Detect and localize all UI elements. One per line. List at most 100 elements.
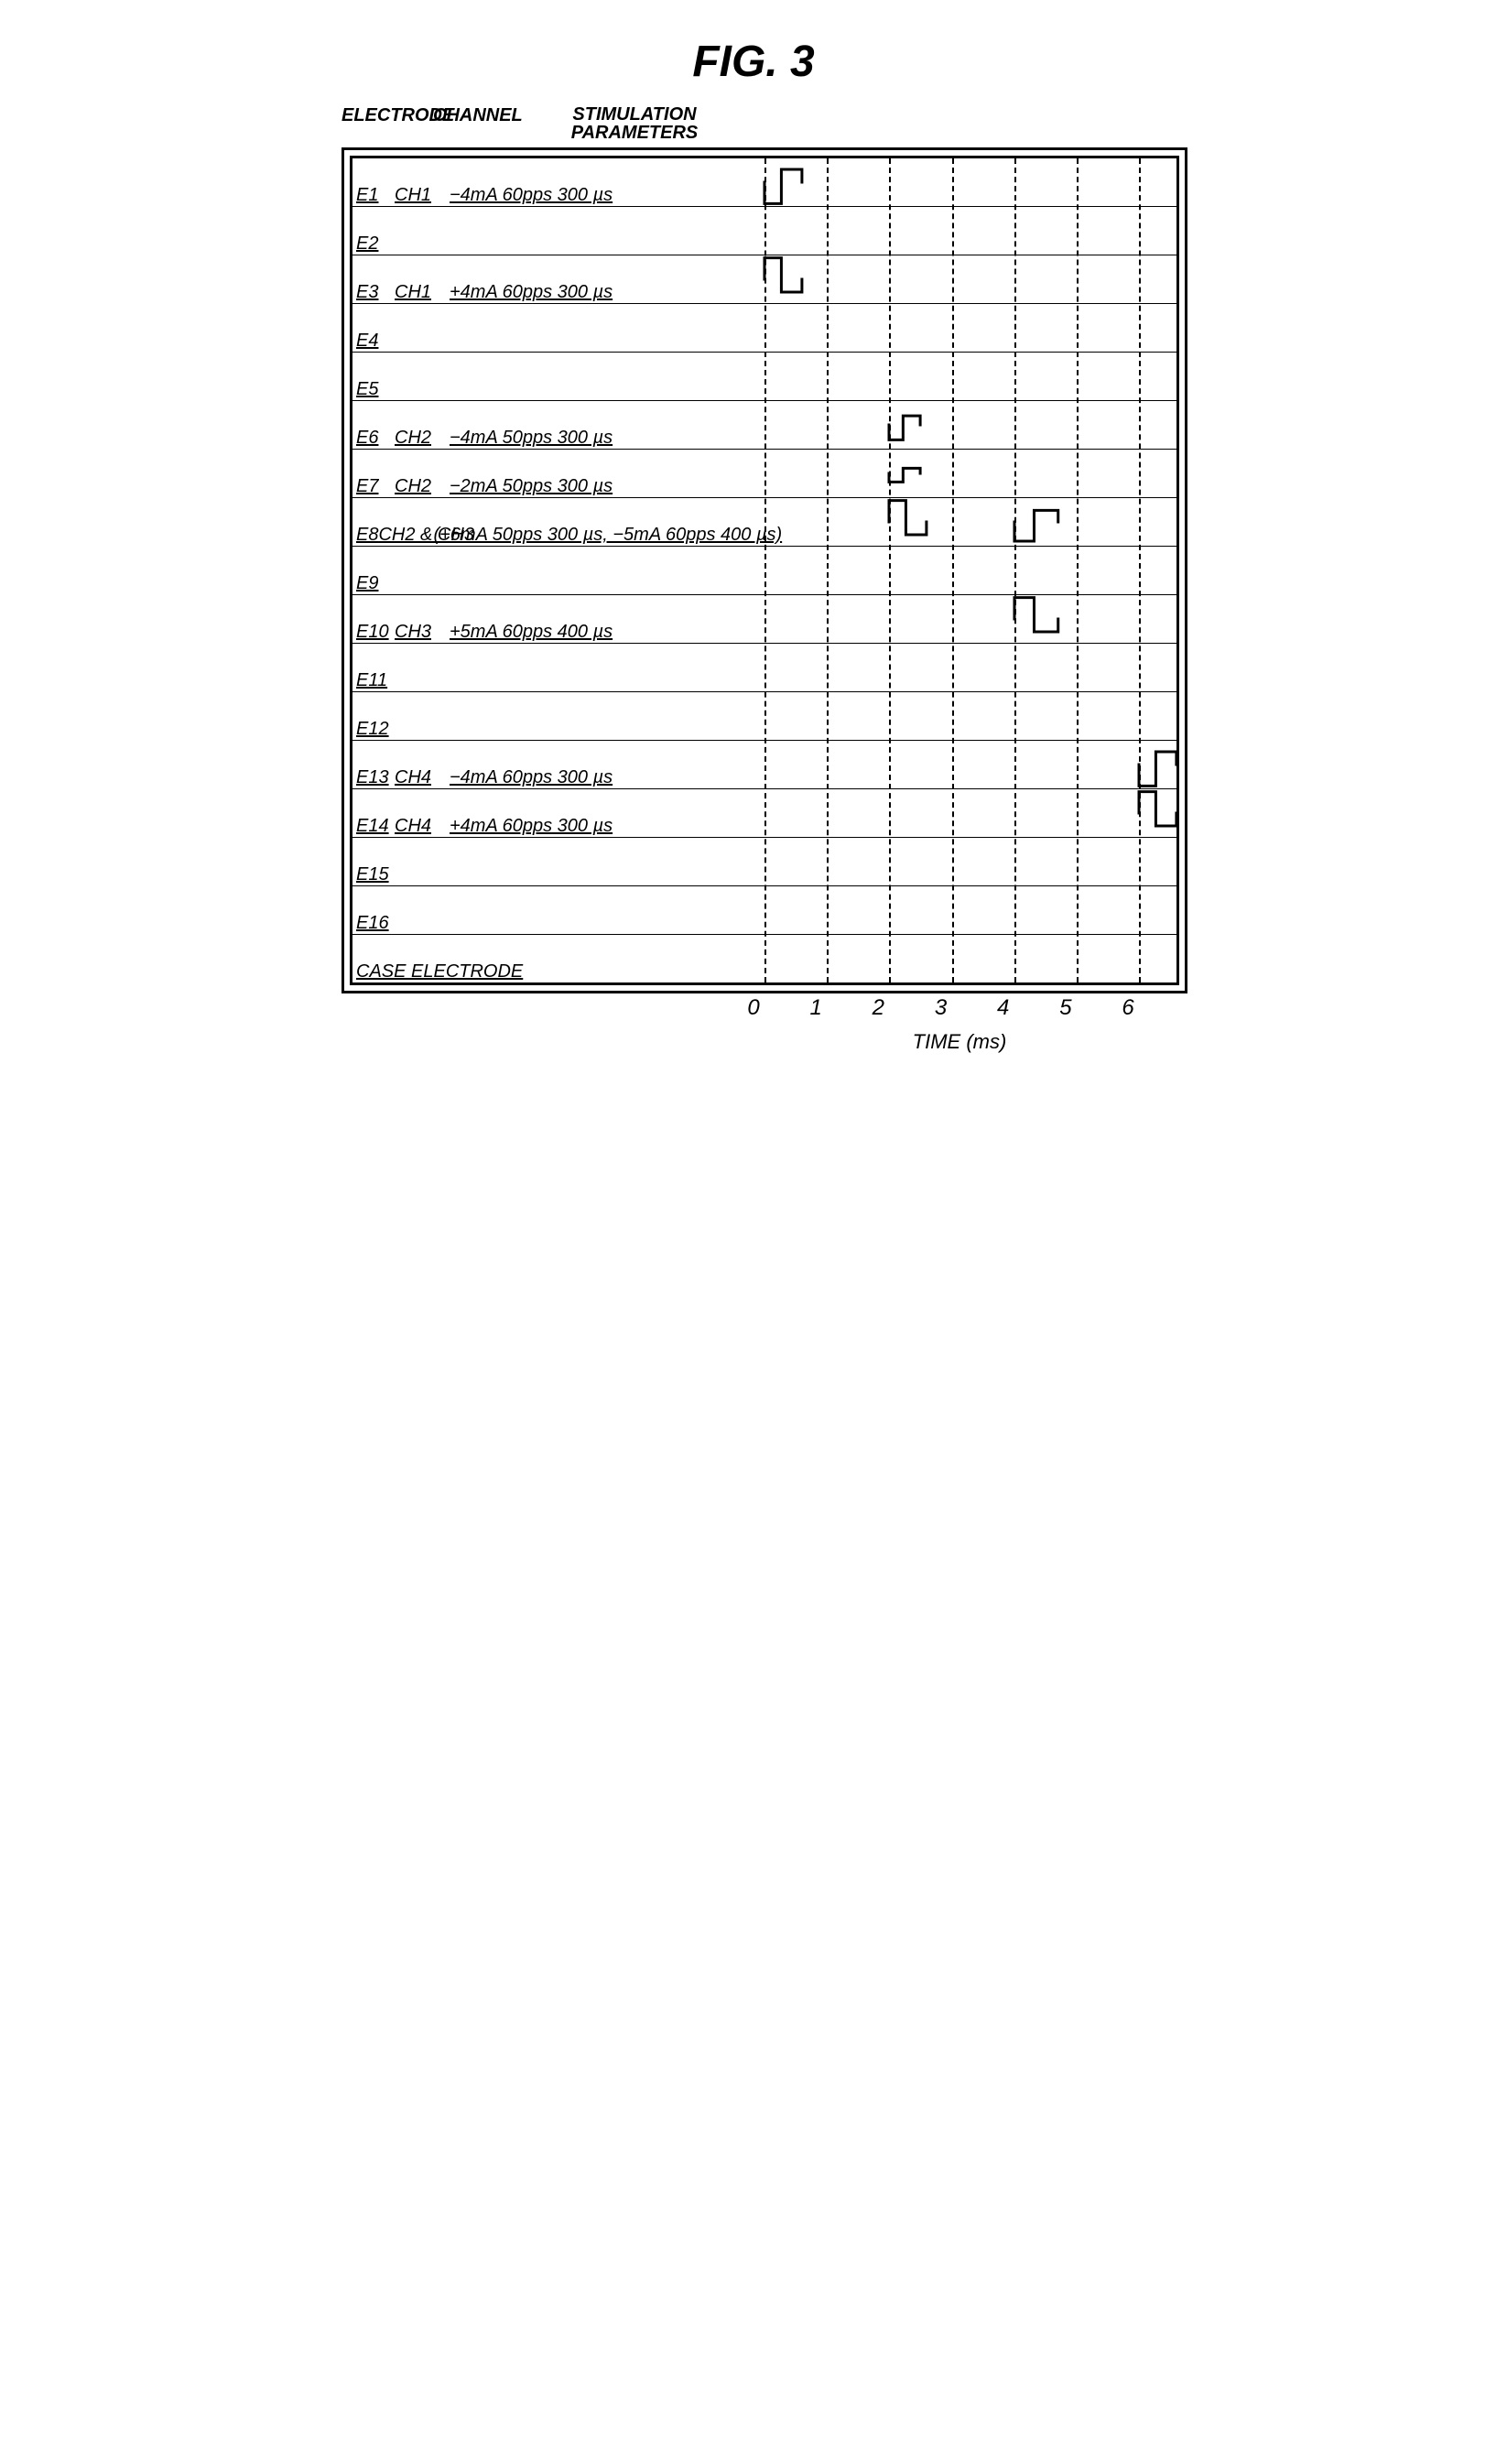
electrode-row: E11	[352, 644, 1176, 692]
electrode-label: E2	[356, 234, 395, 253]
pulse-glyph	[1139, 789, 1195, 837]
time-axis-label: TIME (ms)	[754, 1030, 1165, 1054]
pulse-glyph	[889, 401, 938, 449]
electrode-label: E15	[356, 865, 395, 884]
row-labels: E10CH3+5mA 60pps 400 µs	[352, 595, 764, 643]
electrode-row: E7CH2−2mA 50pps 300 µs	[352, 450, 1176, 498]
row-labels: E5	[352, 353, 764, 400]
pulse-glyph	[1014, 595, 1077, 643]
time-tick: 5	[1059, 995, 1071, 1021]
electrode-label: E1	[356, 186, 395, 204]
waveform-area	[764, 547, 1176, 594]
figure-container: FIG. 3 ELECTRODE CHANNEL STIMULATION PAR…	[342, 37, 1165, 1054]
channel-label: CH2 & CH3	[378, 526, 433, 544]
electrode-row: CASE ELECTRODE	[352, 935, 1176, 982]
parameters-label: −4mA 60pps 300 µs	[450, 186, 613, 204]
channel-label: CH3	[395, 623, 450, 641]
row-labels: CASE ELECTRODE	[352, 935, 764, 982]
electrode-label: E10	[356, 623, 395, 641]
header-parameters-line2: PARAMETERS	[515, 124, 754, 142]
waveform-area	[764, 886, 1176, 934]
pulse-glyph	[889, 450, 938, 497]
electrode-label: E12	[356, 720, 395, 738]
electrode-label: E8	[356, 526, 378, 544]
waveform-area	[764, 304, 1176, 352]
row-labels: E6CH2−4mA 50pps 300 µs	[352, 401, 764, 449]
parameters-label: (+6mA 50pps 300 µs, −5mA 60pps 400 µs)	[433, 526, 782, 544]
pulse-glyph	[1139, 741, 1195, 788]
waveform-area	[764, 450, 1176, 497]
waveform-area	[764, 838, 1176, 885]
electrode-label: E7	[356, 477, 395, 495]
chart-outer-border: E1CH1−4mA 60pps 300 µsE2E3CH1+4mA 60pps …	[342, 147, 1187, 993]
header-electrode: ELECTRODE	[342, 105, 433, 142]
column-headers: ELECTRODE CHANNEL STIMULATION PARAMETERS	[342, 105, 1165, 142]
electrode-row: E1CH1−4mA 60pps 300 µs	[352, 158, 1176, 207]
row-labels: E9	[352, 547, 764, 594]
row-labels: E15	[352, 838, 764, 885]
row-labels: E14CH4+4mA 60pps 300 µs	[352, 789, 764, 837]
waveform-area	[764, 498, 1176, 546]
waveform-area	[764, 353, 1176, 400]
parameters-label: +4mA 60pps 300 µs	[450, 283, 613, 301]
electrode-label: CASE ELECTRODE	[356, 962, 523, 981]
channel-label: CH4	[395, 817, 450, 835]
timing-chart: E1CH1−4mA 60pps 300 µsE2E3CH1+4mA 60pps …	[350, 156, 1179, 985]
electrode-row: E13CH4−4mA 60pps 300 µs	[352, 741, 1176, 789]
waveform-area	[764, 741, 1176, 788]
electrode-row: E9	[352, 547, 1176, 595]
waveform-area	[764, 401, 1176, 449]
electrode-label: E13	[356, 768, 395, 787]
time-tick: 4	[997, 995, 1009, 1021]
figure-title: FIG. 3	[342, 37, 1165, 87]
channel-label: CH2	[395, 429, 450, 447]
electrode-label: E3	[356, 283, 395, 301]
electrode-label: E6	[356, 429, 395, 447]
electrode-row: E10CH3+5mA 60pps 400 µs	[352, 595, 1176, 644]
channel-label: CH1	[395, 283, 450, 301]
electrode-row: E12	[352, 692, 1176, 741]
row-labels: E16	[352, 886, 764, 934]
electrode-label: E11	[356, 671, 395, 689]
row-labels: E7CH2−2mA 50pps 300 µs	[352, 450, 764, 497]
electrode-row: E5	[352, 353, 1176, 401]
time-tick-labels: 0123456	[754, 993, 1165, 1030]
row-labels: E11	[352, 644, 764, 691]
time-tick: 1	[809, 995, 821, 1021]
pulse-glyph	[1014, 498, 1077, 546]
waveform-area	[764, 692, 1176, 740]
waveform-area	[764, 789, 1176, 837]
waveform-area	[764, 595, 1176, 643]
channel-label: CH1	[395, 186, 450, 204]
electrode-label: E16	[356, 914, 395, 932]
waveform-area	[764, 644, 1176, 691]
row-labels: E1CH1−4mA 60pps 300 µs	[352, 158, 764, 206]
parameters-label: −4mA 60pps 300 µs	[450, 768, 613, 787]
header-parameters-line1: STIMULATION	[515, 105, 754, 124]
electrode-label: E5	[356, 380, 395, 398]
electrode-row: E3CH1+4mA 60pps 300 µs	[352, 255, 1176, 304]
waveform-area	[764, 255, 1176, 303]
row-labels: E8CH2 & CH3(+6mA 50pps 300 µs, −5mA 60pp…	[352, 498, 764, 546]
electrode-label: E9	[356, 574, 395, 592]
electrode-row: E16	[352, 886, 1176, 935]
waveform-area	[764, 207, 1176, 255]
electrode-row: E2	[352, 207, 1176, 255]
row-labels: E4	[352, 304, 764, 352]
parameters-label: −2mA 50pps 300 µs	[450, 477, 613, 495]
electrode-row: E14CH4+4mA 60pps 300 µs	[352, 789, 1176, 838]
row-labels: E2	[352, 207, 764, 255]
pulse-glyph	[889, 498, 945, 546]
parameters-label: +4mA 60pps 300 µs	[450, 817, 613, 835]
header-parameters: STIMULATION PARAMETERS	[515, 105, 754, 142]
time-tick: 0	[747, 995, 759, 1021]
channel-label: CH4	[395, 768, 450, 787]
row-labels: E13CH4−4mA 60pps 300 µs	[352, 741, 764, 788]
waveform-area	[764, 935, 1176, 982]
time-tick: 2	[873, 995, 884, 1021]
row-labels: E3CH1+4mA 60pps 300 µs	[352, 255, 764, 303]
time-tick: 3	[935, 995, 947, 1021]
parameters-label: +5mA 60pps 400 µs	[450, 623, 613, 641]
time-tick: 6	[1122, 995, 1133, 1021]
electrode-row: E4	[352, 304, 1176, 353]
